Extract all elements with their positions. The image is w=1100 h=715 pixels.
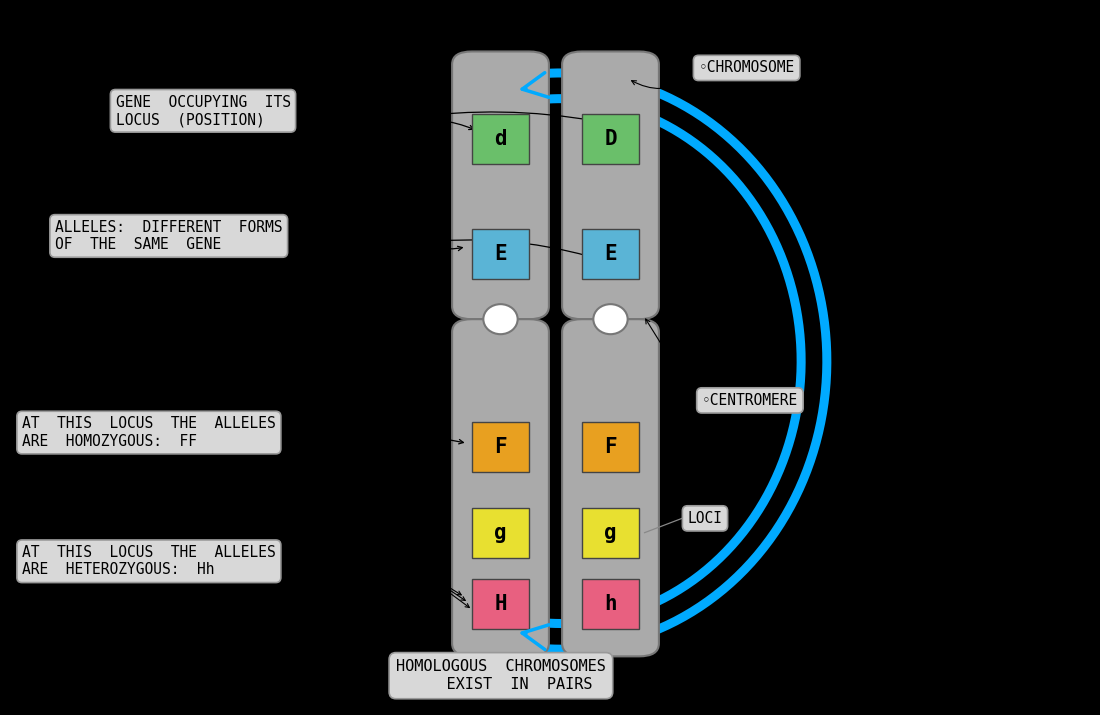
Text: D: D <box>604 129 617 149</box>
Text: AT  THIS  LOCUS  THE  ALLELES
ARE  HETEROZYGOUS:  Hh: AT THIS LOCUS THE ALLELES ARE HETEROZYGO… <box>22 545 276 578</box>
Text: h: h <box>604 594 617 614</box>
Bar <box>582 422 639 472</box>
Text: E: E <box>604 244 617 264</box>
Text: d: d <box>494 129 507 149</box>
Text: HOMOLOGOUS  CHROMOSOMES
    EXIST  IN  PAIRS: HOMOLOGOUS CHROMOSOMES EXIST IN PAIRS <box>396 659 606 692</box>
Bar <box>582 508 639 558</box>
Bar <box>582 229 639 279</box>
Ellipse shape <box>483 304 518 334</box>
Bar <box>472 114 529 164</box>
Text: GENE  OCCUPYING  ITS
LOCUS  (POSITION): GENE OCCUPYING ITS LOCUS (POSITION) <box>116 94 290 127</box>
Text: ◦CHROMOSOME: ◦CHROMOSOME <box>698 61 794 75</box>
Text: ◦CENTROMERE: ◦CENTROMERE <box>702 393 799 408</box>
FancyBboxPatch shape <box>562 51 659 319</box>
Bar <box>472 508 529 558</box>
Bar <box>582 114 639 164</box>
Bar <box>582 579 639 629</box>
Text: g: g <box>604 523 617 543</box>
FancyBboxPatch shape <box>452 319 549 656</box>
Text: AT  THIS  LOCUS  THE  ALLELES
ARE  HOMOZYGOUS:  FF: AT THIS LOCUS THE ALLELES ARE HOMOZYGOUS… <box>22 416 276 449</box>
Bar <box>472 422 529 472</box>
Text: E: E <box>494 244 507 264</box>
Text: H: H <box>494 594 507 614</box>
Text: F: F <box>494 437 507 457</box>
Bar <box>472 229 529 279</box>
FancyBboxPatch shape <box>562 319 659 656</box>
Bar <box>472 579 529 629</box>
Ellipse shape <box>593 304 628 334</box>
Text: F: F <box>604 437 617 457</box>
FancyBboxPatch shape <box>452 51 549 319</box>
Text: LOCI: LOCI <box>688 511 723 526</box>
Text: ALLELES:  DIFFERENT  FORMS
OF  THE  SAME  GENE: ALLELES: DIFFERENT FORMS OF THE SAME GEN… <box>55 220 283 252</box>
Text: g: g <box>494 523 507 543</box>
